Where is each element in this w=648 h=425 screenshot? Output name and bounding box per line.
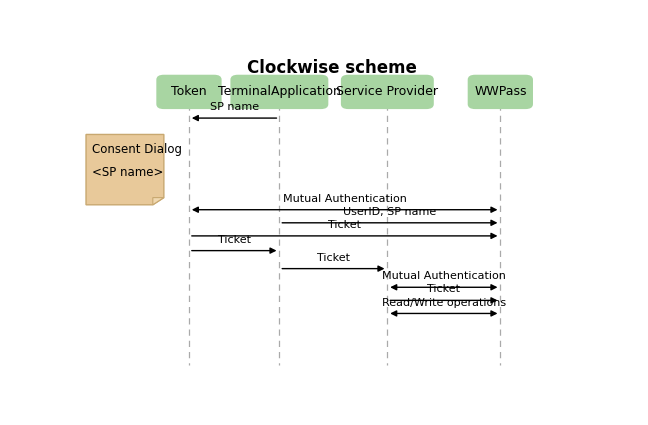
Text: TerminalApplication: TerminalApplication	[218, 85, 341, 99]
FancyBboxPatch shape	[156, 75, 222, 109]
Text: Ticket: Ticket	[218, 235, 251, 245]
Text: Read/Write operations: Read/Write operations	[382, 298, 506, 308]
Text: Consent Dialog: Consent Dialog	[92, 143, 182, 156]
Text: Mutual Authentication: Mutual Authentication	[283, 194, 406, 204]
Text: Token: Token	[171, 85, 207, 99]
Text: Ticket: Ticket	[427, 284, 460, 295]
Text: WWPass: WWPass	[474, 85, 527, 99]
Text: Mutual Authentication: Mutual Authentication	[382, 272, 506, 281]
Text: Ticket: Ticket	[317, 253, 350, 263]
Text: Clockwise scheme: Clockwise scheme	[247, 59, 417, 77]
Polygon shape	[86, 134, 164, 205]
Text: <SP name>: <SP name>	[92, 166, 163, 178]
FancyBboxPatch shape	[341, 75, 434, 109]
Polygon shape	[153, 198, 164, 205]
FancyBboxPatch shape	[231, 75, 329, 109]
Text: Ticket: Ticket	[328, 220, 361, 230]
Text: SP name: SP name	[209, 102, 259, 112]
Text: Service Provider: Service Provider	[336, 85, 438, 99]
FancyBboxPatch shape	[468, 75, 533, 109]
Text: UserID, SP name: UserID, SP name	[343, 207, 437, 217]
